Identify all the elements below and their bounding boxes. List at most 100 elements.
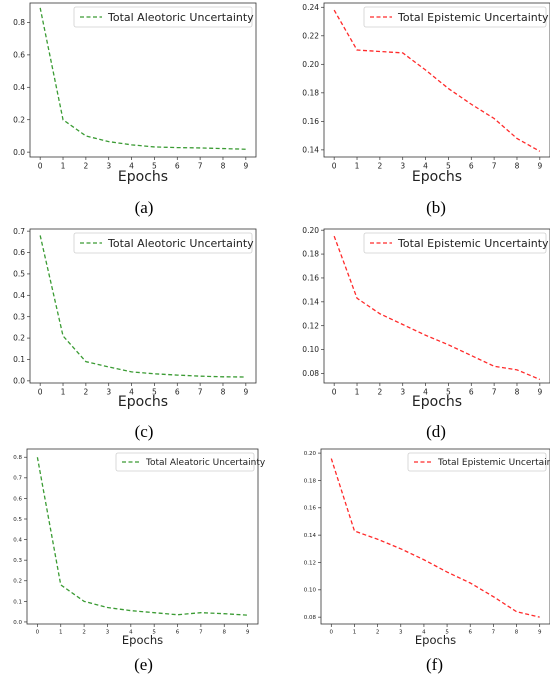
x-tick-label: 4 — [423, 388, 428, 397]
legend-box — [73, 232, 253, 254]
plot-frame — [29, 2, 257, 158]
legend: Total Epistemic Uncertainty — [363, 232, 549, 254]
y-tick-label: 0.20 — [302, 226, 319, 235]
y-tick-label: 0.12 — [304, 560, 316, 566]
panel-caption: (e) — [134, 655, 153, 674]
x-tick-label: 9 — [243, 388, 248, 397]
legend-label: Total Epistemic Uncertainty — [437, 458, 550, 468]
y-tick-label: 0.3 — [13, 558, 22, 564]
plot-frame — [323, 228, 550, 384]
y-tick-label: 0.16 — [304, 506, 317, 512]
y-tick-label: 0.20 — [304, 451, 317, 457]
y-tick-label: 0.22 — [302, 31, 319, 40]
y-tick-label: 0.1 — [13, 599, 22, 605]
panel-b: 0.14 0.16 0.18 0.20 0.22 0.24 0 1 2 3 4 5 6 7 8 9 Tota… — [302, 2, 550, 217]
x-tick-label: 1 — [59, 630, 63, 636]
y-tick-label: 0.8 — [13, 18, 25, 27]
y-tick-label: 0.08 — [304, 615, 317, 621]
x-tick-label: 8 — [222, 630, 226, 636]
y-tick-label: 0.08 — [302, 369, 319, 378]
y-tick-label: 0.14 — [304, 533, 317, 539]
y-tick-label: 0.6 — [13, 50, 25, 59]
x-tick-label: 1 — [61, 162, 66, 171]
y-tick-label: 0.12 — [302, 321, 319, 330]
legend-box — [363, 6, 547, 28]
y-tick-label: 0.3 — [13, 312, 25, 321]
x-tick-label: 8 — [221, 388, 226, 397]
y-tick-label: 0.8 — [13, 455, 22, 461]
y-tick-label: 0.7 — [13, 476, 22, 482]
x-tick-label: 2 — [377, 162, 382, 171]
x-tick-label: 0 — [332, 162, 337, 171]
legend-box — [407, 452, 547, 472]
x-ticks: 0 1 2 3 4 5 6 7 8 9 — [38, 383, 248, 397]
x-ticks: 0 1 2 3 4 5 6 7 8 9 — [330, 624, 542, 636]
x-ticks: 0 1 2 3 4 5 6 7 8 9 — [332, 383, 542, 397]
y-tick-label: 0.6 — [13, 496, 22, 502]
x-tick-label: 2 — [377, 388, 382, 397]
panel-caption: (c) — [135, 422, 154, 441]
plot-frame — [26, 448, 259, 625]
x-tick-label: 5 — [446, 388, 451, 397]
x-tick-label: 9 — [243, 162, 248, 171]
y-tick-label: 0.16 — [302, 274, 319, 283]
x-tick-label: 0 — [332, 388, 337, 397]
x-tick-label: 0 — [38, 162, 43, 171]
x-tick-label: 9 — [538, 630, 542, 636]
x-axis-label: Epochs — [122, 633, 163, 647]
x-axis-label: Epochs — [412, 394, 462, 410]
series-line — [36, 457, 248, 616]
panel-caption: (b) — [426, 198, 446, 217]
x-tick-label: 6 — [469, 162, 474, 171]
x-tick-label: 6 — [468, 630, 472, 636]
legend-label: Total Aleotoric Uncertainty — [107, 237, 254, 250]
y-ticks: 0.0 0.1 0.2 0.3 0.4 0.5 0.6 0.7 0.8 — [13, 455, 27, 626]
panel-caption: (f) — [426, 655, 443, 674]
y-tick-label: 0.18 — [302, 250, 319, 259]
y-tick-label: 0.0 — [13, 148, 25, 157]
x-tick-label: 5 — [152, 162, 157, 171]
x-axis-label: Epochs — [118, 169, 168, 185]
x-tick-label: 8 — [515, 388, 520, 397]
y-tick-label: 0.4 — [13, 291, 25, 300]
legend-label: Total Aleotoric Uncertainty — [107, 11, 254, 24]
x-tick-label: 6 — [175, 388, 180, 397]
series-line — [39, 7, 246, 150]
plot-frame — [29, 228, 257, 384]
legend-box — [115, 452, 255, 472]
plot-frame — [320, 448, 550, 625]
panel-e: 0.0 0.1 0.2 0.3 0.4 0.5 0.6 0.7 0.8 0 1 2 3 4 5 6 7 8 9 T… — [13, 448, 266, 674]
panel-a: 0.0 0.2 0.4 0.6 0.8 0 1 2 3 4 5 6 7 8 9 Total Aleotor… — [13, 2, 257, 217]
x-tick-label: 9 — [537, 162, 542, 171]
y-tick-label: 0.20 — [302, 60, 319, 69]
x-tick-label: 7 — [492, 162, 497, 171]
panel-caption: (d) — [426, 422, 446, 441]
x-tick-label: 2 — [82, 630, 86, 636]
x-tick-label: 7 — [492, 388, 497, 397]
y-tick-label: 0.5 — [13, 517, 22, 523]
y-tick-label: 0.2 — [13, 334, 25, 343]
x-tick-label: 7 — [492, 630, 496, 636]
y-tick-label: 0.10 — [302, 345, 319, 354]
x-tick-label: 3 — [106, 162, 111, 171]
y-tick-label: 0.0 — [13, 620, 22, 626]
y-ticks: 0.0 0.1 0.2 0.3 0.4 0.5 0.6 0.7 — [13, 227, 30, 385]
x-ticks: 0 1 2 3 4 5 6 7 8 9 — [38, 157, 248, 171]
y-tick-label: 0.14 — [302, 145, 319, 154]
y-tick-label: 0.4 — [13, 83, 25, 92]
panel-caption: (a) — [135, 198, 154, 217]
x-tick-label: 6 — [175, 162, 180, 171]
y-tick-label: 0.4 — [13, 538, 22, 544]
panel-c: 0.0 0.1 0.2 0.3 0.4 0.5 0.6 0.7 0 1 2 3 4 5 6 7 8 9 Tota… — [13, 227, 257, 441]
y-tick-label: 0.10 — [304, 588, 317, 594]
x-tick-label: 2 — [83, 162, 88, 171]
y-tick-label: 0.2 — [13, 579, 22, 585]
x-tick-label: 0 — [330, 630, 334, 636]
legend: Total Epistemic Uncertainty — [363, 6, 549, 28]
x-tick-label: 3 — [400, 162, 405, 171]
x-tick-label: 6 — [469, 388, 474, 397]
series-line — [330, 458, 540, 618]
legend-box — [363, 232, 547, 254]
